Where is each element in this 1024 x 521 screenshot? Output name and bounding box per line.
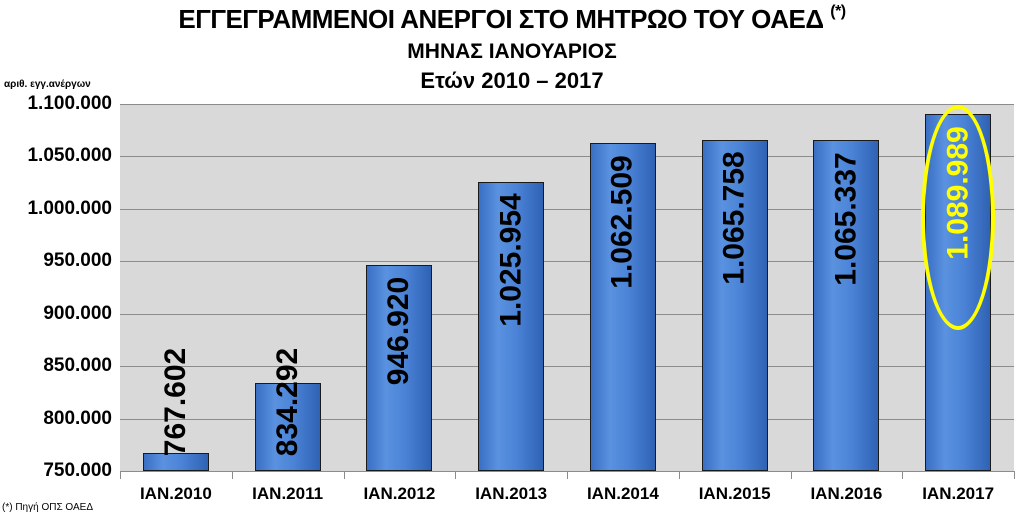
x-tick-mark — [343, 471, 345, 479]
x-tick-label: IAN.2015 — [698, 484, 771, 503]
bar-ian-2016 — [813, 140, 880, 471]
x-tick-label: IAN.2013 — [475, 484, 548, 503]
x-tick-mark — [455, 471, 457, 479]
x-tick-mark — [231, 471, 233, 479]
chart-subtitle-years: Ετών 2010 – 2017 — [420, 68, 604, 93]
gridline — [120, 366, 1014, 368]
bar-value-label: 1.025.954 — [494, 193, 528, 327]
bar-ian-2010 — [142, 452, 209, 471]
x-tick-label: IAN.2012 — [363, 484, 436, 503]
bar-value-label: 834.292 — [270, 347, 304, 457]
y-axis-label: αριθ. εγγ.ανέργων — [4, 79, 91, 90]
x-tick-label: IAN.2017 — [922, 484, 995, 503]
y-tick-label: 750.000 — [43, 460, 112, 481]
x-tick-mark — [567, 471, 568, 479]
x-tick-mark — [120, 471, 121, 479]
y-tick-label: 1.000.000 — [27, 197, 112, 219]
bar-value-label: 1.065.337 — [829, 152, 863, 286]
chart-title: ΕΓΓΕΓΡΑΜΜΕΝΟΙ ΑΝΕΡΓΟΙ ΣΤΟ ΜΗΤΡΩΟ ΤΟΥ ΟΑΕ… — [0, 3, 1024, 35]
gridline — [120, 208, 1014, 210]
x-tick-label: IAN.2016 — [810, 484, 883, 503]
chart-title-text: ΕΓΓΕΓΡΑΜΜΕΝΟΙ ΑΝΕΡΓΟΙ ΣΤΟ ΜΗΤΡΩΟ ΤΟΥ ΟΑΕ… — [178, 4, 824, 34]
gridline — [120, 418, 1014, 420]
bar-ian-2011 — [254, 382, 321, 471]
bar-ian-2015 — [701, 139, 768, 471]
bar-value-label: 946.920 — [382, 276, 416, 385]
gridline — [120, 313, 1014, 315]
y-tick-label: 1.050.000 — [27, 145, 112, 167]
x-tick-label: IAN.2014 — [586, 484, 659, 503]
y-tick-label: 1.100.000 — [27, 93, 112, 114]
x-tick-mark — [678, 471, 680, 479]
x-tick-label: IAN.2010 — [139, 484, 212, 503]
x-tick-mark — [790, 471, 792, 479]
footnote-marker: (*) — [830, 3, 846, 21]
source-note: (*) Πηγή ΟΠΣ ΟΑΕΔ — [2, 502, 94, 513]
y-tick-label: 850.000 — [43, 355, 112, 377]
bar-value-label: 1.062.509 — [606, 155, 640, 289]
bar-value-label: 1.065.758 — [717, 151, 751, 286]
bar-value-label: 767.602 — [159, 347, 193, 457]
y-tick-label: 900.000 — [43, 302, 112, 324]
bar-ian-2014 — [589, 143, 656, 471]
gridline — [120, 261, 1014, 263]
gridline — [120, 156, 1014, 158]
x-tick-mark — [1014, 471, 1015, 479]
x-tick-label: IAN.2011 — [252, 484, 324, 503]
bar-ian-2012 — [366, 264, 433, 471]
x-tick-mark — [902, 471, 904, 479]
y-tick-label: 800.000 — [43, 407, 112, 429]
bar-ian-2013 — [478, 181, 545, 471]
highlight-ellipse — [921, 105, 996, 330]
chart-subtitle-month: ΜΗΝΑΣ ΙΑΝΟΥΑΡΙΟΣ — [407, 40, 617, 63]
y-tick-label: 950.000 — [43, 250, 112, 272]
gridline — [120, 104, 1014, 105]
